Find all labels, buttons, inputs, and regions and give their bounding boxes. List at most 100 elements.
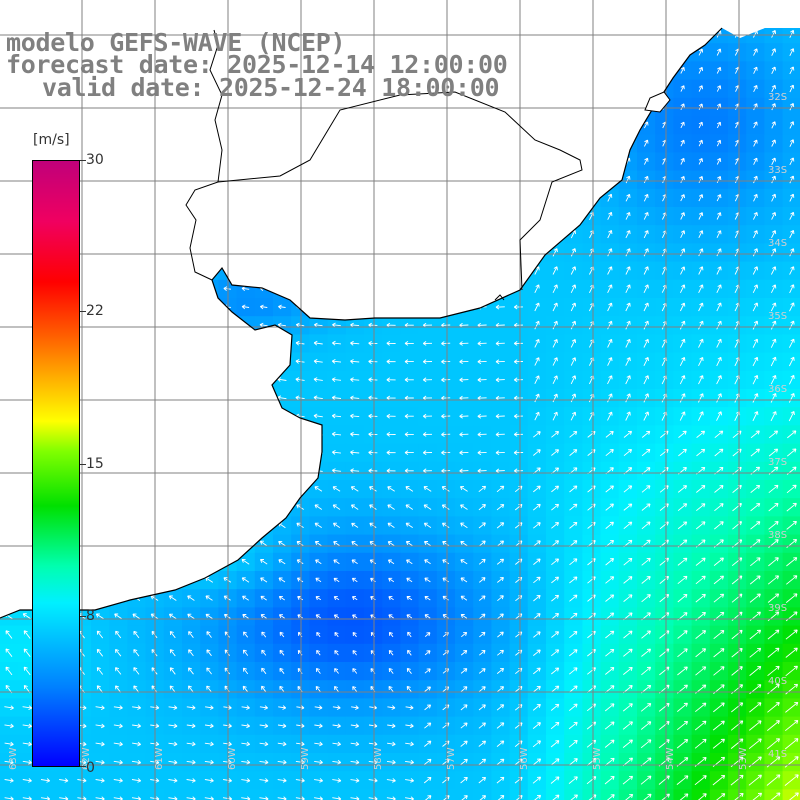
wind-arrow bbox=[132, 705, 141, 710]
wind-arrow bbox=[223, 759, 232, 765]
wind-arrow bbox=[404, 413, 414, 419]
wind-arrow bbox=[332, 340, 341, 346]
wind-arrow bbox=[771, 193, 777, 202]
wind-arrow bbox=[495, 450, 505, 456]
wind-arrow bbox=[331, 195, 342, 200]
wind-arrow bbox=[441, 159, 451, 164]
wind-arrow bbox=[550, 703, 560, 711]
wind-arrow bbox=[186, 140, 196, 146]
wind-arrow bbox=[748, 792, 763, 800]
wind-arrow bbox=[788, 374, 795, 385]
wind-arrow bbox=[186, 286, 195, 292]
wind-arrow bbox=[496, 722, 505, 729]
wind-arrow bbox=[477, 231, 487, 237]
wind-arrow bbox=[350, 122, 360, 128]
wind-arrow bbox=[752, 356, 759, 367]
wind-arrow bbox=[241, 577, 250, 583]
wind-arrow bbox=[424, 650, 431, 656]
longitude-label: 62W bbox=[81, 747, 92, 770]
wind-arrow bbox=[513, 140, 524, 146]
wind-arrow bbox=[680, 66, 685, 74]
wind-arrow bbox=[678, 430, 687, 438]
wind-arrow bbox=[404, 341, 414, 346]
wind-arrow bbox=[331, 359, 342, 364]
wind-arrow bbox=[748, 774, 762, 786]
wind-arrow bbox=[697, 411, 704, 421]
wind-arrow bbox=[241, 468, 250, 473]
wind-arrow bbox=[623, 430, 633, 438]
wind-arrow bbox=[441, 522, 450, 528]
wind-arrow bbox=[260, 614, 267, 619]
wind-arrow bbox=[387, 541, 395, 546]
wind-arrow bbox=[749, 702, 762, 713]
wind-arrow bbox=[643, 320, 649, 330]
wind-arrow bbox=[459, 304, 469, 310]
wind-arrow bbox=[423, 522, 432, 528]
wind-arrow bbox=[441, 31, 451, 37]
wind-arrow bbox=[423, 504, 432, 510]
wind-arrow bbox=[351, 559, 358, 564]
wind-arrow bbox=[534, 357, 540, 366]
wind-arrow bbox=[243, 631, 249, 638]
wind-arrow bbox=[4, 377, 14, 383]
wind-arrow bbox=[422, 286, 433, 292]
wind-arrow bbox=[716, 176, 722, 184]
latitude-label: 35S bbox=[768, 311, 787, 322]
wind-arrow bbox=[277, 741, 287, 747]
wind-arrow bbox=[460, 577, 468, 583]
wind-arrow bbox=[641, 430, 651, 438]
wind-arrow bbox=[789, 302, 795, 312]
wind-arrow bbox=[716, 338, 722, 348]
longitude-label: 57W bbox=[446, 747, 457, 770]
wind-arrow bbox=[133, 685, 140, 693]
wind-arrow bbox=[4, 522, 13, 529]
wind-arrow bbox=[752, 212, 758, 220]
wind-arrow bbox=[296, 559, 304, 565]
wind-arrow bbox=[788, 356, 795, 367]
wind-arrow bbox=[95, 450, 105, 455]
wind-arrow bbox=[786, 484, 797, 494]
wind-arrow bbox=[748, 738, 762, 750]
colorbar-unit: [m/s] bbox=[33, 132, 70, 148]
wind-arrow bbox=[698, 103, 703, 110]
wind-arrow bbox=[478, 558, 486, 565]
wind-arrow bbox=[113, 741, 123, 747]
wind-arrow bbox=[205, 504, 214, 510]
wind-arrow bbox=[460, 686, 468, 693]
wind-arrow bbox=[131, 468, 141, 474]
wind-arrow bbox=[513, 231, 524, 237]
wind-arrow bbox=[643, 266, 649, 275]
wind-arrow bbox=[680, 48, 685, 56]
wind-arrow bbox=[169, 630, 176, 639]
wind-arrow bbox=[641, 521, 651, 530]
wind-arrow bbox=[569, 485, 578, 493]
wind-arrow bbox=[789, 66, 795, 75]
wind-arrow bbox=[441, 122, 451, 128]
wind-arrow bbox=[4, 431, 14, 437]
wind-arrow bbox=[113, 159, 123, 164]
wind-arrow bbox=[643, 357, 649, 367]
wind-arrow bbox=[534, 175, 540, 184]
wind-arrow bbox=[186, 231, 196, 237]
wind-arrow bbox=[533, 613, 541, 620]
wind-arrow bbox=[695, 630, 707, 639]
wind-arrow bbox=[204, 158, 214, 164]
wind-arrow bbox=[22, 595, 32, 602]
wind-arrow bbox=[460, 668, 468, 674]
wind-arrow bbox=[698, 194, 704, 202]
wind-arrow bbox=[569, 612, 578, 620]
wind-arrow bbox=[22, 468, 32, 474]
wind-arrow bbox=[131, 213, 141, 219]
wind-arrow bbox=[640, 793, 652, 800]
wind-arrow bbox=[771, 84, 776, 93]
wind-arrow bbox=[607, 338, 613, 348]
wind-arrow bbox=[750, 521, 761, 530]
wind-arrow bbox=[386, 231, 396, 237]
wind-arrow bbox=[204, 268, 214, 273]
wind-arrow bbox=[186, 122, 196, 128]
wind-arrow bbox=[205, 705, 214, 710]
wind-arrow bbox=[333, 541, 340, 546]
wind-arrow bbox=[4, 705, 14, 711]
wind-arrow bbox=[680, 121, 685, 129]
wind-arrow bbox=[643, 85, 649, 93]
